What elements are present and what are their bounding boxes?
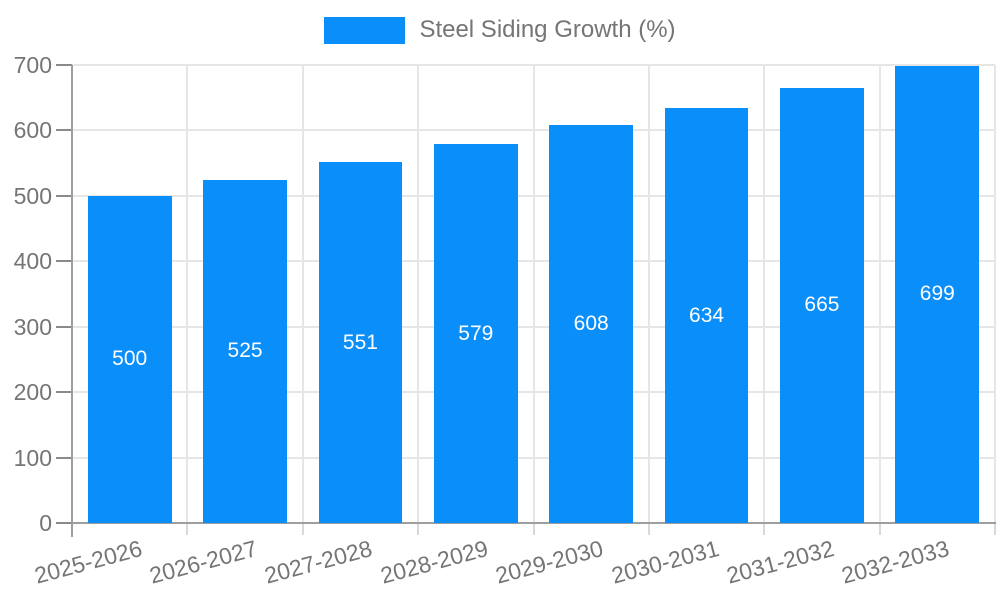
- legend-swatch-icon: [324, 16, 406, 44]
- y-tick-mark: [56, 129, 72, 132]
- bar: 608: [549, 125, 633, 523]
- x-tick-mark: [878, 523, 881, 535]
- x-axis-line: [71, 522, 996, 524]
- bar-value-label: 525: [227, 339, 263, 363]
- y-tick-label: 0: [39, 510, 52, 536]
- bar-value-label: 608: [573, 312, 609, 336]
- y-tick-mark: [56, 325, 72, 328]
- bar: 500: [87, 195, 172, 523]
- bar: 699: [895, 65, 980, 523]
- x-tick-label: 2031-2032: [723, 535, 837, 589]
- y-tick-label: 400: [13, 248, 52, 275]
- x-tick-mark: [994, 523, 996, 535]
- x-gridline: [186, 65, 189, 523]
- x-tick-label: 2029-2030: [492, 535, 606, 589]
- y-tick-label: 600: [13, 117, 52, 144]
- x-tick-mark: [301, 523, 304, 535]
- y-tick-label: 700: [13, 52, 52, 78]
- bar: 579: [433, 144, 518, 523]
- bar-value-label: 634: [689, 303, 725, 327]
- legend-label: Steel Siding Growth (%): [419, 16, 676, 43]
- x-gridline: [763, 65, 766, 523]
- x-tick-label: 2027-2028: [262, 535, 376, 589]
- bar-value-label: 579: [458, 321, 494, 345]
- x-tick-label: 2030-2031: [608, 535, 722, 589]
- x-tick-label: 2032-2033: [839, 535, 953, 589]
- bar-value-label: 699: [919, 282, 955, 306]
- y-tick-mark: [56, 456, 72, 459]
- x-tick-mark: [532, 523, 535, 535]
- y-tick-label: 300: [13, 313, 52, 340]
- x-gridline: [417, 65, 420, 523]
- bar: 634: [664, 108, 749, 523]
- x-tick-label: 2025-2026: [31, 535, 145, 589]
- bar: 525: [203, 179, 287, 523]
- x-gridline: [878, 65, 881, 523]
- x-gridline: [532, 65, 535, 523]
- x-tick-label: 2028-2029: [377, 535, 491, 589]
- y-tick-mark: [56, 64, 72, 66]
- x-tick-mark: [763, 523, 766, 535]
- y-tick-mark: [56, 194, 72, 197]
- bar: 551: [318, 162, 403, 523]
- y-tick-label: 100: [13, 444, 52, 471]
- legend: Steel Siding Growth (%): [0, 15, 1000, 45]
- y-tick-mark: [56, 522, 72, 524]
- bar-value-label: 551: [342, 330, 378, 354]
- bar-value-label: 665: [804, 293, 840, 317]
- y-tick-label: 500: [13, 182, 52, 209]
- x-tick-mark: [186, 523, 189, 535]
- y-tick-label: 200: [13, 379, 52, 406]
- x-tick-label: 2026-2027: [146, 535, 260, 589]
- x-tick-mark: [417, 523, 420, 535]
- y-axis-line: [71, 65, 73, 537]
- bar: 665: [780, 87, 864, 523]
- bar-value-label: 500: [112, 347, 148, 371]
- x-tick-mark: [647, 523, 650, 535]
- y-tick-mark: [56, 260, 72, 263]
- x-gridline: [301, 65, 304, 523]
- legend-item[interactable]: Steel Siding Growth (%): [324, 16, 676, 44]
- x-gridline: [994, 65, 996, 523]
- y-tick-mark: [56, 391, 72, 394]
- x-gridline: [647, 65, 650, 523]
